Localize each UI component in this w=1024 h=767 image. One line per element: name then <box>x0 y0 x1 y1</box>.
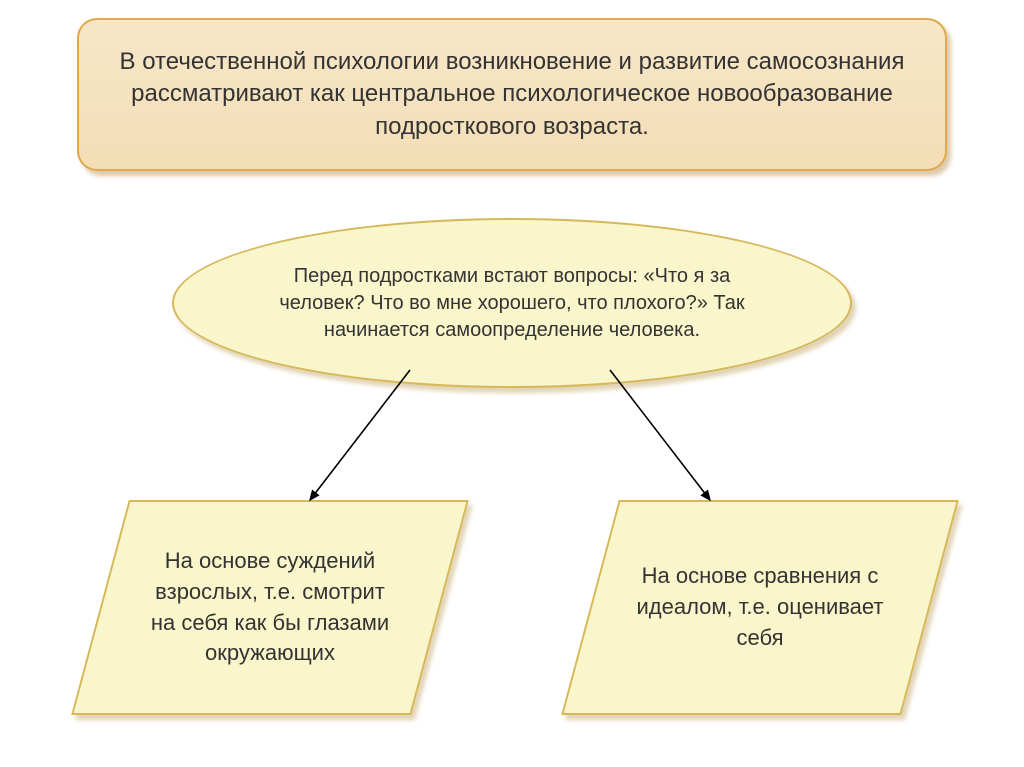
ellipse-node: Перед подростками встают вопросы: «Что я… <box>172 218 852 388</box>
right-para-text: На основе сравнения с идеалом, т.е. оцен… <box>635 561 885 653</box>
arrow-left <box>270 360 430 520</box>
left-para-text: На основе суждений взрослых, т.е. смотри… <box>145 546 395 669</box>
left-parallelogram: На основе суждений взрослых, т.е. смотри… <box>100 500 440 715</box>
top-box: В отечественной психологии возникновение… <box>77 18 947 171</box>
right-parallelogram: На основе сравнения с идеалом, т.е. оцен… <box>590 500 930 715</box>
